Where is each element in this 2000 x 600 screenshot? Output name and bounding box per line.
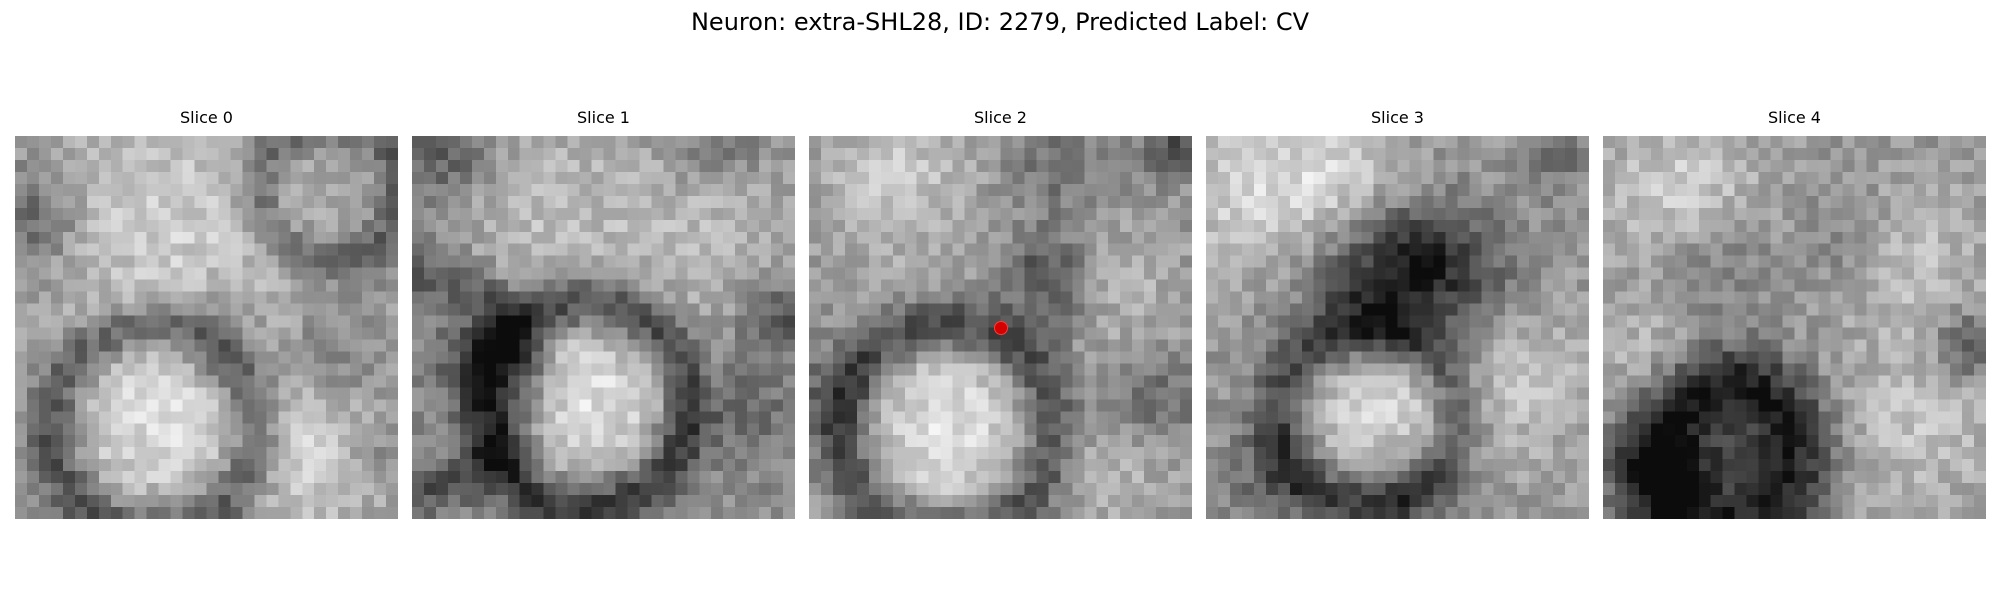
slice-panel-3: Slice 3 [1206, 108, 1589, 519]
slice-title-2: Slice 2 [974, 108, 1027, 127]
slice-panel-0: Slice 0 [15, 108, 398, 519]
slice-image-0 [15, 136, 398, 519]
slice-image-4 [1603, 136, 1986, 519]
slice-title-1: Slice 1 [577, 108, 630, 127]
slice-image-3 [1206, 136, 1589, 519]
slice-panel-1: Slice 1 [412, 108, 795, 519]
slice-panel-2: Slice 2 [809, 108, 1192, 519]
center-marker [994, 321, 1007, 334]
slice-image-1 [412, 136, 795, 519]
figure-title: Neuron: extra-SHL28, ID: 2279, Predicted… [690, 8, 1310, 36]
slice-title-4: Slice 4 [1768, 108, 1821, 127]
slice-panel-4: Slice 4 [1603, 108, 1986, 519]
slice-title-3: Slice 3 [1371, 108, 1424, 127]
slice-title-0: Slice 0 [180, 108, 233, 127]
